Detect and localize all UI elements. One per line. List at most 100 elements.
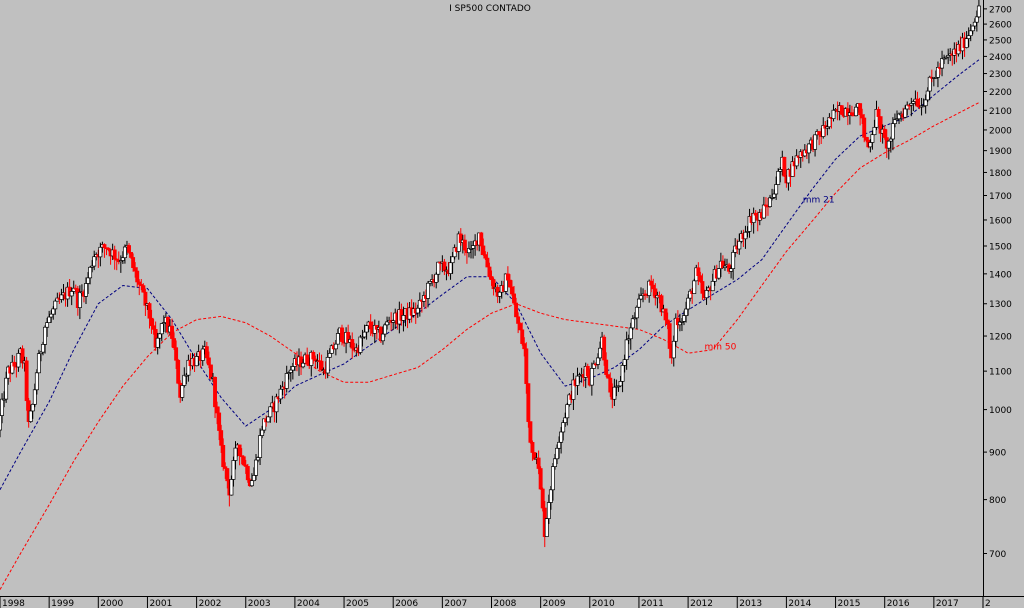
candle-body <box>20 348 25 364</box>
candle-body <box>223 466 228 469</box>
candle-body <box>522 343 527 350</box>
y-tick-label: 2000 <box>989 126 1012 136</box>
candle-body <box>335 333 340 345</box>
y-tick-label: 2700 <box>989 5 1012 15</box>
candle-body <box>487 266 492 277</box>
candle-body <box>776 170 781 185</box>
candle-body <box>415 307 420 314</box>
candle-body <box>489 276 494 280</box>
candle-body <box>503 273 508 292</box>
candle-body <box>671 340 676 359</box>
x-tick-label: 2004 <box>297 599 320 608</box>
y-tick-label: 1300 <box>989 300 1012 310</box>
candle-body <box>245 466 250 481</box>
y-tick-label: 2400 <box>989 53 1012 63</box>
candle-body <box>69 291 74 297</box>
candle-body <box>774 184 779 195</box>
candle-body <box>589 368 594 386</box>
candle-body <box>649 280 654 286</box>
candle-body <box>686 297 691 310</box>
candle-body <box>737 240 742 250</box>
y-tick-label: 1600 <box>989 216 1012 226</box>
candle-body <box>768 197 772 207</box>
candle-body <box>16 352 21 368</box>
candle-body <box>59 294 64 300</box>
candle-body <box>147 303 152 319</box>
y-tick-label: 1700 <box>989 192 1012 202</box>
candle-body <box>976 5 981 18</box>
candle-body <box>481 245 486 255</box>
y-tick-label: 2100 <box>989 107 1012 117</box>
candle-body <box>364 325 369 333</box>
candle-body <box>450 256 455 264</box>
candle-body <box>319 360 324 371</box>
y-tick-label: 1200 <box>989 333 1012 343</box>
candle-body <box>510 286 514 295</box>
candle-body <box>966 35 971 39</box>
candle-body <box>698 275 703 282</box>
y-tick-label: 1900 <box>989 147 1012 157</box>
candle-body <box>92 256 97 267</box>
candle-body <box>368 321 373 330</box>
candle-body <box>483 254 488 259</box>
candle-body <box>634 306 639 319</box>
candle-body <box>237 444 242 457</box>
x-tick-label: 2016 <box>887 599 910 608</box>
candle-body <box>544 518 549 537</box>
candle-body <box>151 325 156 330</box>
candle-body <box>860 114 865 119</box>
candle-body <box>729 268 734 272</box>
candle-body <box>682 315 686 322</box>
candle-body <box>663 308 668 321</box>
candle-body <box>665 319 670 324</box>
candle-body <box>120 257 125 261</box>
candle-body <box>266 416 271 423</box>
candle-body <box>892 119 897 124</box>
candle-body <box>358 336 363 353</box>
candle-body <box>858 103 863 116</box>
candle-body <box>598 347 602 359</box>
candle-body <box>217 412 222 431</box>
candle-body <box>311 351 316 360</box>
candle-body <box>813 134 818 150</box>
candle-body <box>84 283 88 297</box>
candle-body <box>12 361 17 367</box>
candle-body <box>618 381 623 387</box>
x-tick-label: 2007 <box>444 599 467 608</box>
candle-body <box>528 421 533 443</box>
candle-body <box>30 403 35 412</box>
candle-body <box>442 261 447 272</box>
candle-body <box>4 377 9 400</box>
candle-body <box>974 16 979 23</box>
candle-body <box>903 108 908 118</box>
candle-body <box>548 489 553 503</box>
candle-body <box>34 372 39 391</box>
candle-body <box>149 317 154 327</box>
candle-body <box>194 356 199 367</box>
candle-body <box>436 261 441 275</box>
y-tick-label: 2200 <box>989 88 1012 98</box>
y-tick-label: 2300 <box>989 70 1012 80</box>
x-tick-label: 1998 <box>2 599 25 608</box>
candle-body <box>225 468 230 482</box>
candle-body <box>28 410 33 422</box>
candle-body <box>288 369 293 373</box>
candle-body <box>526 383 531 422</box>
candle-body <box>137 281 142 285</box>
candle-body <box>47 316 52 323</box>
candle-body <box>141 285 146 293</box>
candle-body <box>340 327 344 342</box>
candle-body <box>221 444 226 468</box>
candle-body <box>284 373 289 389</box>
candle-body <box>530 442 535 453</box>
candle-body <box>426 282 430 299</box>
candle-body <box>559 431 564 443</box>
y-tick-label: 1000 <box>989 406 1012 416</box>
candle-body <box>538 468 543 490</box>
x-tick-label: 2001 <box>149 599 172 608</box>
candle-body <box>251 475 256 481</box>
candle-body <box>524 348 529 384</box>
x-tick-label: 2 <box>985 599 991 608</box>
candle-body <box>696 267 701 277</box>
candle-body <box>325 356 330 374</box>
